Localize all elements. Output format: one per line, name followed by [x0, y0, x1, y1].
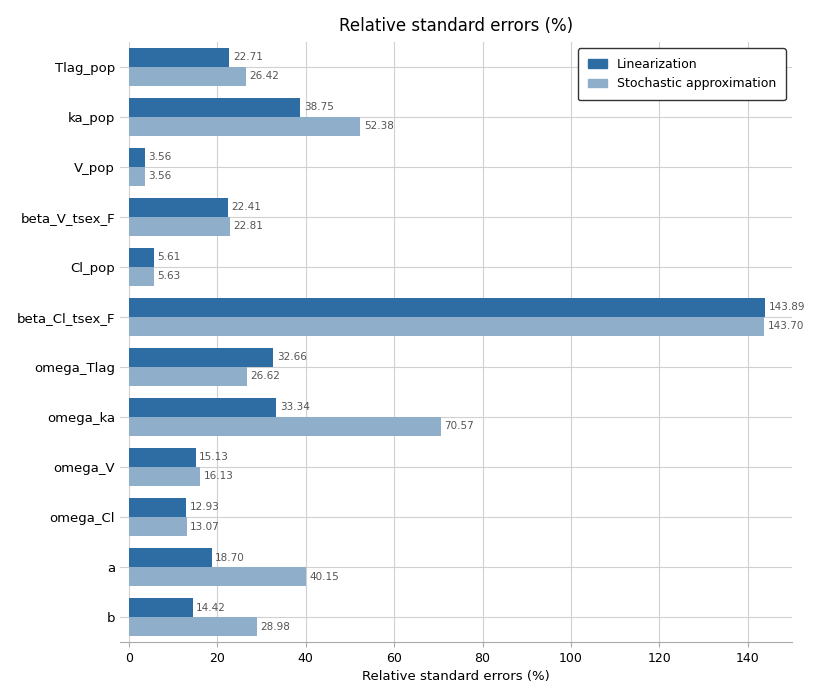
Text: 5.61: 5.61	[157, 253, 180, 262]
Bar	[129, 66, 246, 86]
Bar	[129, 498, 186, 517]
Bar	[129, 217, 230, 236]
Bar	[129, 467, 200, 486]
Bar	[129, 198, 228, 217]
Text: 26.42: 26.42	[249, 71, 279, 81]
Title: Relative standard errors (%): Relative standard errors (%)	[339, 17, 573, 35]
Bar	[129, 617, 257, 636]
Bar	[129, 267, 154, 286]
Text: 33.34: 33.34	[280, 402, 309, 412]
Text: 3.56: 3.56	[148, 153, 171, 162]
Bar	[129, 48, 230, 66]
Text: 5.63: 5.63	[157, 272, 180, 281]
Text: 13.07: 13.07	[190, 522, 220, 531]
Bar	[129, 298, 765, 317]
Text: 32.66: 32.66	[277, 352, 307, 363]
Bar	[129, 567, 306, 586]
Text: 70.57: 70.57	[444, 421, 474, 431]
Bar	[129, 517, 187, 536]
Legend: Linearization, Stochastic approximation: Linearization, Stochastic approximation	[578, 48, 786, 100]
Text: 22.41: 22.41	[231, 202, 262, 212]
Text: 26.62: 26.62	[250, 372, 280, 382]
Text: 14.42: 14.42	[196, 603, 226, 612]
Bar	[129, 598, 193, 617]
Bar	[129, 417, 441, 436]
Bar	[129, 167, 145, 186]
Text: 40.15: 40.15	[310, 571, 340, 582]
Text: 3.56: 3.56	[148, 172, 171, 181]
Bar	[129, 367, 247, 386]
Bar	[129, 348, 273, 367]
Bar	[129, 448, 196, 467]
Text: 22.71: 22.71	[233, 52, 263, 62]
Text: 52.38: 52.38	[364, 121, 394, 132]
Text: 143.70: 143.70	[768, 321, 804, 331]
Bar	[129, 317, 765, 336]
Text: 143.89: 143.89	[769, 302, 805, 312]
Bar	[129, 398, 277, 417]
Text: 15.13: 15.13	[199, 452, 229, 463]
Text: 38.75: 38.75	[304, 102, 333, 112]
Bar	[129, 98, 300, 117]
Bar	[129, 148, 145, 167]
Text: 22.81: 22.81	[233, 221, 263, 232]
Bar	[129, 548, 212, 567]
Bar	[129, 248, 154, 267]
Text: 28.98: 28.98	[261, 622, 291, 631]
Bar	[129, 117, 360, 136]
Text: 18.70: 18.70	[215, 552, 245, 563]
Text: 12.93: 12.93	[189, 503, 220, 512]
Text: 16.13: 16.13	[204, 472, 234, 482]
X-axis label: Relative standard errors (%): Relative standard errors (%)	[362, 671, 550, 683]
